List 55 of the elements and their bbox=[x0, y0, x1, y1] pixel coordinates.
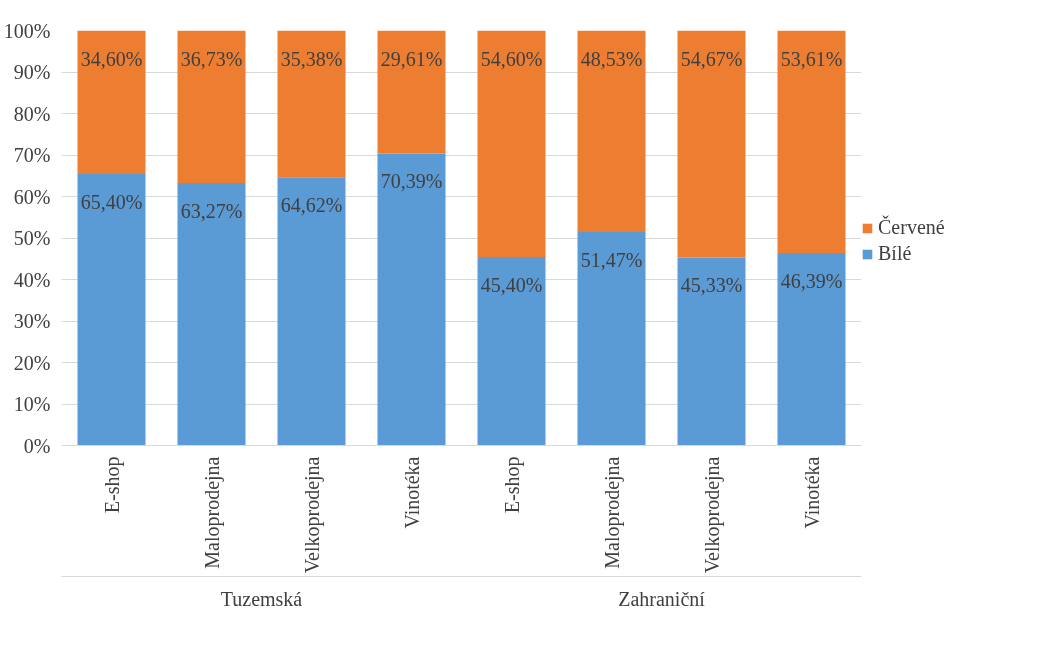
bar bbox=[177, 182, 246, 446]
bar bbox=[777, 30, 846, 253]
x-tick-label: Maloprodejna bbox=[200, 456, 224, 569]
bar bbox=[577, 231, 646, 446]
data-label: 48,53% bbox=[580, 47, 643, 70]
y-tick-label: 30% bbox=[13, 310, 51, 332]
y-tick-label: 50% bbox=[13, 227, 51, 249]
data-label: 46,39% bbox=[780, 269, 843, 292]
bar bbox=[477, 257, 546, 446]
y-tick-label: 80% bbox=[13, 102, 51, 125]
data-label: 53,61% bbox=[780, 47, 843, 70]
bar bbox=[477, 30, 546, 258]
bar bbox=[677, 30, 746, 258]
legend-label: Červené bbox=[878, 216, 945, 239]
y-tick-label: 90% bbox=[13, 61, 51, 83]
data-label: 29,61% bbox=[380, 47, 443, 70]
data-label: 65,40% bbox=[80, 191, 143, 214]
y-tick-label: 20% bbox=[13, 351, 51, 374]
x-tick-label: E-shop bbox=[500, 456, 524, 514]
x-tick-label: Vinotéka bbox=[800, 456, 823, 529]
y-tick-label: 70% bbox=[13, 144, 51, 166]
data-label: 63,27% bbox=[180, 199, 243, 222]
legend-label: Bílé bbox=[878, 242, 912, 265]
y-tick-label: 10% bbox=[13, 393, 51, 415]
bar bbox=[77, 30, 146, 175]
text: Zahraniční bbox=[618, 587, 706, 610]
data-label: 34,60% bbox=[80, 47, 143, 70]
data-label: 45,40% bbox=[480, 274, 543, 297]
bar bbox=[677, 257, 746, 446]
bar bbox=[377, 30, 446, 154]
data-label: 54,67% bbox=[680, 47, 743, 70]
data-label: 54,60% bbox=[480, 47, 543, 70]
data-label: 36,73% bbox=[180, 47, 243, 70]
x-tick-label: E-shop bbox=[100, 456, 124, 514]
data-label: 35,38% bbox=[280, 47, 343, 70]
bar bbox=[77, 174, 146, 446]
data-label: 70,39% bbox=[380, 170, 443, 193]
bar bbox=[777, 252, 846, 446]
x-tick-label: Velkoprodejna bbox=[300, 456, 324, 574]
bar bbox=[577, 30, 646, 232]
x-tick-label: Vinotéka bbox=[400, 456, 423, 529]
y-tick-label: 100% bbox=[3, 19, 51, 42]
bar bbox=[177, 30, 246, 183]
x-tick-label: Velkoprodejna bbox=[700, 456, 724, 574]
bar bbox=[377, 153, 446, 446]
y-tick-label: 0% bbox=[23, 434, 51, 457]
y-tick-label: 60% bbox=[13, 185, 51, 208]
data-label: 51,47% bbox=[580, 248, 643, 271]
bar bbox=[277, 30, 346, 178]
data-label: 64,62% bbox=[280, 194, 343, 217]
x-tick-label: Maloprodejna bbox=[600, 456, 624, 569]
text: Tuzemská bbox=[220, 587, 303, 610]
data-label: 45,33% bbox=[680, 274, 743, 297]
y-tick-label: 40% bbox=[13, 268, 51, 291]
bar bbox=[277, 177, 346, 446]
